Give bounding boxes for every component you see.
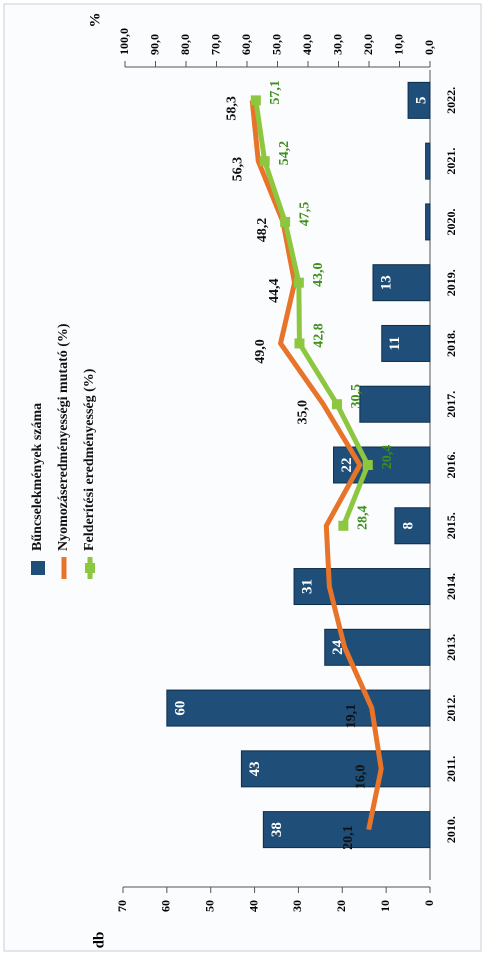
legend-marker bbox=[85, 563, 95, 573]
y2-tick-label: 70,0 bbox=[208, 34, 222, 55]
line-marker bbox=[338, 520, 349, 531]
bar bbox=[262, 811, 431, 849]
line-marker bbox=[293, 277, 304, 288]
line-marker bbox=[362, 460, 373, 470]
y2-tick-label: 80,0 bbox=[178, 34, 192, 55]
line-label: 58,3 bbox=[224, 96, 239, 121]
bar-label: 31 bbox=[299, 579, 315, 594]
legend-label: Felderítési eredményesség (%) bbox=[82, 368, 97, 551]
line-label: 56,3 bbox=[231, 157, 246, 182]
legend-label: Nyomozáseredményességi mutató (%) bbox=[56, 323, 71, 551]
line-label: 47,5 bbox=[297, 202, 312, 227]
x-tick-label: 2015. bbox=[444, 512, 458, 539]
bar bbox=[359, 385, 431, 423]
x-tick-label: 2021. bbox=[444, 148, 458, 175]
line-label: 54,2 bbox=[277, 141, 292, 166]
line-label: 43,0 bbox=[311, 262, 326, 287]
x-tick-label: 2020. bbox=[444, 208, 458, 235]
y-tick-label: 30 bbox=[290, 900, 304, 912]
line-label: 20,4 bbox=[380, 445, 395, 470]
bar-label: 13 bbox=[378, 275, 394, 290]
x-tick-label: 2017. bbox=[444, 391, 458, 418]
y2-tick-label: 100,0 bbox=[117, 28, 131, 55]
y2-tick-label: 0,0 bbox=[422, 40, 436, 55]
line-label: 35,0 bbox=[295, 400, 310, 425]
bar bbox=[240, 750, 431, 788]
line-marker bbox=[280, 216, 291, 227]
bar-label: 5 bbox=[413, 97, 429, 105]
bar-label: 60 bbox=[172, 701, 188, 716]
line-marker bbox=[259, 156, 270, 167]
y-tick-label: 70 bbox=[115, 900, 129, 912]
line-label: 19,1 bbox=[344, 704, 359, 729]
line-label: 20,1 bbox=[341, 825, 356, 850]
x-tick-label: 2010. bbox=[444, 816, 458, 843]
line-label: 57,1 bbox=[268, 80, 283, 105]
x-tick-label: 2016. bbox=[444, 452, 458, 479]
x-tick-label: 2014. bbox=[444, 573, 458, 600]
x-tick-label: 2013. bbox=[444, 634, 458, 661]
line-label: 48,2 bbox=[255, 218, 270, 243]
bar bbox=[381, 324, 431, 362]
bar-label: 43 bbox=[247, 761, 263, 776]
line-marker bbox=[331, 399, 342, 410]
bar bbox=[394, 507, 431, 545]
rotated-chart: db % 0 10 20 30 40 50 60 70 0,0 10,0 20,0 30,0 40,0 5… bbox=[30, 13, 458, 949]
line-marker bbox=[294, 338, 305, 349]
bar bbox=[166, 689, 431, 727]
y-tick-label: 50 bbox=[202, 900, 216, 912]
y-tick-label: 20 bbox=[334, 900, 348, 912]
y2-tick-label: 20,0 bbox=[361, 34, 375, 55]
line-label: 28,4 bbox=[356, 506, 371, 531]
line-label: 16,0 bbox=[353, 765, 368, 790]
y2-tick-label: 30,0 bbox=[330, 34, 344, 55]
bar-label: 8 bbox=[400, 522, 416, 530]
bar bbox=[407, 81, 431, 119]
legend-label: Bűncselekmények száma bbox=[30, 403, 45, 551]
line-marker bbox=[250, 95, 261, 106]
x-tick-label: 2018. bbox=[444, 330, 458, 357]
bar bbox=[372, 264, 431, 302]
bar bbox=[425, 142, 431, 180]
line-label: 42,8 bbox=[312, 323, 327, 348]
bar bbox=[425, 203, 431, 241]
bar-label: 38 bbox=[269, 822, 285, 837]
y2-tick-label: 60,0 bbox=[239, 34, 253, 55]
y-unit: db bbox=[91, 932, 107, 949]
line-label: 30,5 bbox=[349, 384, 364, 409]
x-tick-label: 2011. bbox=[444, 756, 458, 782]
bar-label: 11 bbox=[387, 336, 403, 350]
y-tick-label: 0 bbox=[422, 900, 436, 906]
y2-unit: % bbox=[87, 13, 103, 28]
x-tick-label: 2019. bbox=[444, 269, 458, 296]
y-tick-label: 60 bbox=[159, 900, 173, 912]
line bbox=[253, 100, 371, 527]
y-tick-label: 40 bbox=[246, 900, 260, 912]
y2-tick-label: 90,0 bbox=[147, 34, 161, 55]
x-tick-label: 2022. bbox=[444, 87, 458, 114]
y2-tick-label: 40,0 bbox=[300, 34, 314, 55]
legend-swatch bbox=[31, 561, 45, 575]
y2-tick-label: 10,0 bbox=[391, 34, 405, 55]
line-label: 44,4 bbox=[267, 278, 282, 303]
y-tick-label: 10 bbox=[378, 900, 392, 912]
line-label: 49,0 bbox=[253, 339, 268, 364]
x-tick-label: 2012. bbox=[444, 695, 458, 722]
bar-label: 22 bbox=[339, 458, 355, 473]
y2-tick-label: 50,0 bbox=[269, 34, 283, 55]
